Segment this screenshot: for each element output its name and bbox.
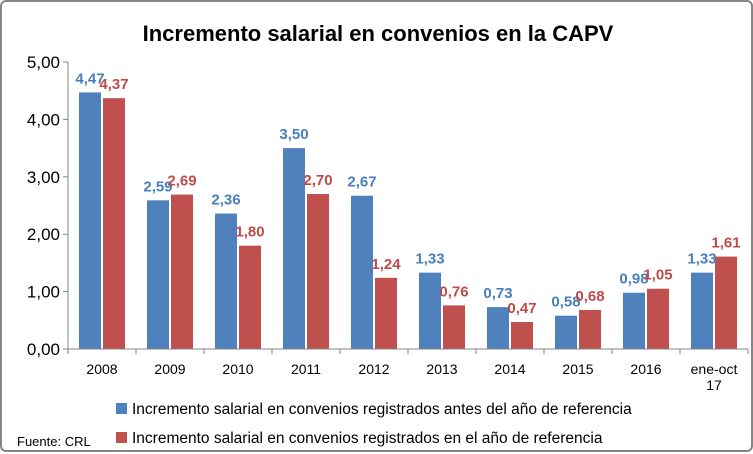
bar-series-1 (239, 245, 261, 349)
data-label-series-0: 1,33 (687, 251, 716, 268)
bar-series-1 (443, 305, 465, 349)
x-tick-label: ene-oct 17 (691, 361, 738, 393)
data-label-series-0: 2,59 (143, 178, 172, 195)
source-note: Fuente: CRL (17, 434, 91, 449)
data-label-series-1: 1,61 (711, 235, 740, 252)
y-tick-label: 4,00 (27, 110, 60, 129)
data-label-series-1: 1,24 (371, 256, 401, 273)
data-label-series-0: 2,36 (211, 192, 240, 209)
bar-series-1 (715, 256, 737, 349)
data-label-series-0: 3,50 (279, 126, 308, 143)
data-label-series-0: 0,98 (619, 271, 648, 288)
y-tick-label: 5,00 (27, 53, 60, 72)
legend-swatch-series-0 (116, 403, 127, 414)
bar-series-1 (511, 322, 533, 349)
legend-label-series-0: Incremento salarial en convenios registr… (132, 401, 632, 418)
data-label-series-1: 2,70 (303, 172, 332, 189)
bar-series-0 (623, 292, 645, 349)
bar-series-1 (307, 194, 329, 349)
bar-series-1 (579, 309, 601, 349)
x-tick-label: 2008 (86, 361, 117, 377)
y-tick-label: 1,00 (27, 283, 60, 302)
legend-label-series-1: Incremento salarial en convenios registr… (132, 430, 603, 447)
bar-series-0 (79, 92, 101, 349)
bar-series-1 (103, 98, 125, 349)
data-label-series-0: 0,58 (551, 294, 580, 311)
y-tick-label: 0,00 (27, 340, 60, 359)
data-label-series-1: 1,80 (235, 224, 264, 241)
data-label-series-1: 0,68 (575, 288, 604, 305)
y-tick-label: 3,00 (27, 168, 60, 187)
bar-series-0 (147, 200, 169, 349)
data-label-series-1: 2,69 (167, 173, 196, 190)
bar-series-1 (647, 288, 669, 349)
x-tick-label: 2011 (291, 361, 321, 377)
data-label-series-1: 1,05 (643, 267, 672, 284)
bar-series-0 (351, 195, 373, 349)
bar-series-0 (283, 148, 305, 349)
data-label-series-1: 4,37 (99, 76, 128, 93)
bar-series-0 (487, 307, 509, 349)
x-tick-label: 2016 (630, 361, 661, 377)
bar-series-0 (691, 272, 713, 349)
bar-series-0 (215, 213, 237, 349)
data-label-series-0: 0,73 (483, 285, 512, 302)
x-tick-label: 2009 (154, 361, 185, 377)
chart-title: Incremento salarial en convenios en la C… (143, 21, 614, 46)
data-label-series-0: 1,33 (415, 251, 444, 268)
bar-series-1 (375, 277, 397, 349)
y-tick-label: 2,00 (27, 225, 60, 244)
x-tick-label: 2014 (494, 361, 525, 377)
data-label-series-1: 0,47 (507, 300, 536, 317)
legend-swatch-series-1 (116, 432, 127, 443)
data-label-series-1: 0,76 (439, 283, 468, 300)
data-label-series-0: 2,67 (347, 174, 376, 191)
x-tick-label: 2010 (222, 361, 253, 377)
x-tick-label: 2013 (426, 361, 457, 377)
x-tick-label: 2012 (358, 361, 389, 377)
bar-series-0 (419, 272, 441, 349)
x-tick-label: 2015 (562, 361, 593, 377)
data-label-series-0: 4,47 (75, 70, 104, 87)
bar-series-0 (555, 315, 577, 349)
bar-series-1 (171, 194, 193, 349)
